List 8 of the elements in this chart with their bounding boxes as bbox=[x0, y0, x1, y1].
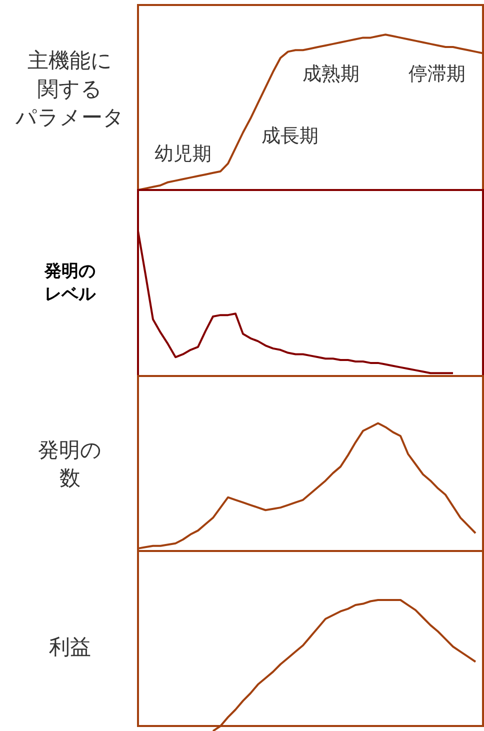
y-axis-title: 発明のレベル bbox=[44, 261, 96, 304]
y-axis-title: 主機能に関するパラメータ bbox=[14, 48, 124, 130]
annotation: 停滞期 bbox=[408, 63, 466, 86]
annotation: 幼児期 bbox=[154, 143, 212, 166]
y-axis-title: 利益 bbox=[49, 634, 91, 659]
annotation: 成熟期 bbox=[302, 63, 360, 86]
annotation: 成長期 bbox=[262, 125, 318, 148]
y-axis-title: 発明の数 bbox=[38, 438, 102, 490]
